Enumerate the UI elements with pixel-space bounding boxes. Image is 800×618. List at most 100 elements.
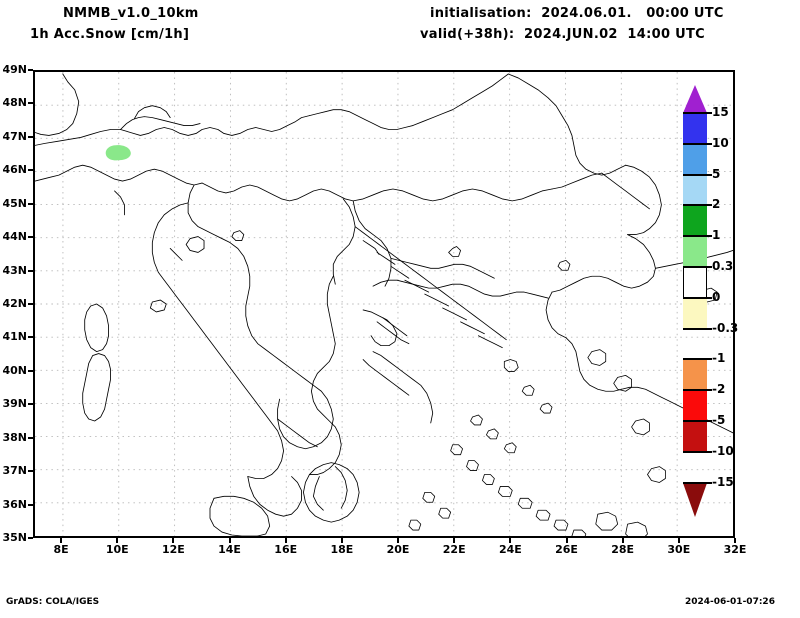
colorbar-band-separator [683,266,707,268]
x-tick-mark [509,538,512,543]
colorbar-band-separator [683,450,707,453]
x-tick-label: 10E [105,543,129,556]
colorbar-tick-mark [707,420,712,422]
colorbar-band [683,421,707,452]
colorbar-tick-mark [707,296,712,299]
colorbar-tick-mark [707,204,712,207]
colorbar-band [683,113,707,144]
colorbar-band [683,267,707,298]
x-tick-mark [340,538,343,543]
colorbar-tick-label: 2 [712,197,721,212]
colorbar-band [683,205,707,237]
colorbar-arrow-top [683,85,707,113]
y-tick-mark [28,202,33,205]
colorbar-tick-label: -1 [712,351,726,366]
colorbar-band-separator [683,173,707,176]
x-tick-label: 14E [218,543,241,556]
colorbar-arrow-bottom [683,482,707,517]
colorbar-band [683,236,707,267]
x-tick-label: 32E [723,543,747,556]
y-tick-label: 37N [2,464,27,478]
y-tick-mark [28,135,33,138]
colorbar-band [683,143,707,175]
x-tick-label: 22E [442,543,466,556]
colorbar-band-separator [683,142,707,145]
colorbar-tick-label: -15 [712,474,734,489]
snow-accumulation-overlay [105,145,131,161]
x-tick-mark [734,538,736,543]
colorbar-band [683,390,707,421]
colorbar-tick-mark [707,481,712,484]
colorbar-tick-label: 15 [712,105,729,119]
colorbar-band-separator [683,296,707,299]
colorbar-band-separator [683,481,707,484]
x-tick-mark [397,538,400,543]
y-tick-label: 40N [2,363,27,377]
y-tick-label: 36N [2,497,27,511]
colorbar-tick-label: -0.3 [712,320,739,335]
y-tick-label: 44N [2,230,27,244]
x-tick-mark [284,538,287,543]
x-tick-mark [172,538,175,543]
colorbar-tick-mark [707,358,712,361]
y-tick-mark [28,236,33,239]
y-tick-mark [28,336,33,339]
x-tick-mark [116,538,119,543]
colorbar-band-separator [683,358,707,361]
colorbar-tick-label: 0 [712,289,721,304]
x-tick-mark [453,538,456,543]
x-tick-mark [677,538,680,543]
colorbar-band-separator [683,327,707,330]
x-tick-label: 28E [611,543,635,556]
y-tick-mark [28,169,33,172]
colorbar-band-separator [683,204,707,207]
colorbar-tick-mark [707,266,712,268]
colorbar-tick-label: 1 [712,228,721,243]
x-tick-label: 8E [53,543,69,556]
y-tick-label: 46N [2,163,27,177]
y-tick-mark [28,403,33,406]
y-tick-label: 39N [2,397,27,411]
map-plot-area [33,70,735,538]
colorbar-tick-label: 10 [712,135,729,150]
x-tick-label: 18E [330,543,354,556]
y-tick-label: 47N [2,129,27,143]
alpine-snow-patch [105,145,131,161]
y-tick-label: 45N [2,196,27,210]
y-tick-mark [28,303,33,305]
colorbar-tick-mark [707,327,712,330]
model-name-label: NMMB_v1.0_10km [63,6,199,21]
colorbar-tick-mark [707,450,712,453]
field-name-label: 1h Acc.Snow [cm/1h] [30,27,190,42]
x-tick-mark [60,538,63,543]
colorbar-tick-label: 5 [712,166,721,181]
colorbar-tick-mark [707,142,712,145]
y-tick-mark [28,537,33,539]
colorbar-tick-label: 0.3 [712,259,734,273]
y-tick-mark [28,369,33,372]
y-tick-mark [28,470,33,473]
x-tick-label: 20E [386,543,410,556]
generation-timestamp-label: 2024-06-01-07:26 [685,597,775,607]
y-tick-mark [28,269,33,272]
x-tick-label: 12E [161,543,185,556]
source-credit-label: GrADS: COLA/IGES [6,597,100,607]
x-tick-label: 30E [667,543,691,556]
y-tick-mark [28,503,33,506]
colorbar-tick-mark [707,235,712,238]
y-tick-mark [28,69,33,71]
valid-time-label: valid(+38h): 2024.JUN.02 14:00 UTC [420,27,705,42]
colorbar-band [683,359,707,391]
colorbar-tick-mark [707,389,712,392]
colorbar-band-separator [683,389,707,392]
colorbar-band-separator [683,112,707,114]
y-tick-label: 48N [2,96,27,110]
colorbar-tick-label: -5 [712,413,726,427]
x-tick-label: 16E [274,543,298,556]
y-tick-mark [28,102,33,105]
colorbar-band [683,297,707,329]
y-tick-label: 38N [2,430,27,444]
colorbar-band [683,329,707,360]
x-tick-label: 26E [555,543,578,556]
